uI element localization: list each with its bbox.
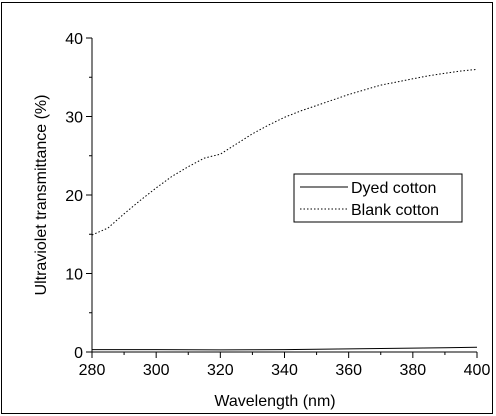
y-tick-label: 10: [65, 267, 83, 284]
x-tick-label: 300: [143, 362, 170, 379]
x-tick-label: 380: [399, 362, 426, 379]
series-line-blank-cotton: [91, 68, 478, 236]
x-tick-label: 320: [207, 362, 234, 379]
y-tick-label: 30: [65, 110, 83, 127]
series-layer: [91, 68, 478, 351]
legend: Dyed cotton Blank cotton: [293, 173, 463, 223]
y-tick-label: 40: [65, 31, 83, 48]
x-tick-label: 400: [464, 362, 491, 379]
x-tick-label: 360: [335, 362, 362, 379]
x-axis-title: Wavelength (nm): [214, 393, 335, 410]
y-axis-title: Ultraviolet transmittance (%): [33, 95, 50, 296]
y-tick-label: 0: [74, 345, 83, 362]
legend-box: [293, 173, 463, 223]
legend-label-dyed-cotton: Dyed cotton: [351, 180, 436, 197]
legend-label-blank-cotton: Blank cotton: [351, 202, 439, 219]
series-line-dyed-cotton: [92, 346, 478, 351]
x-tick-label: 340: [271, 362, 298, 379]
y-tick-label: 20: [65, 188, 83, 205]
x-tick-label: 280: [79, 362, 106, 379]
ticks: 280 300 320 340 360 380 400 0 10 20 30 40: [65, 31, 490, 379]
